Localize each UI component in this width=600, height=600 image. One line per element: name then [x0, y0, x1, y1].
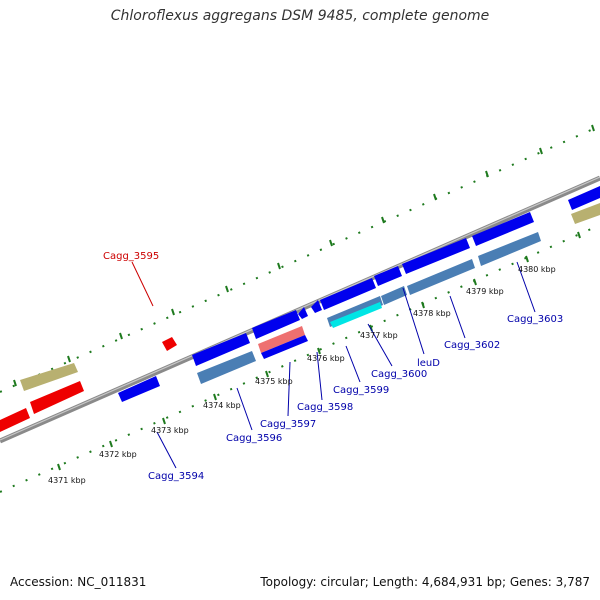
label-cagg-3595[interactable]: Cagg_3595	[103, 251, 159, 262]
kbp-labels: 4371 kbp 4372 kbp 4373 kbp 4374 kbp 4375…	[48, 265, 556, 485]
gene-cagg-3603-top[interactable]	[568, 186, 600, 210]
label-cagg-3594[interactable]: Cagg_3594	[148, 471, 204, 482]
label-cagg-3603[interactable]: Cagg_3603	[507, 314, 563, 325]
genome-summary-text: Topology: circular; Length: 4,684,931 bp…	[260, 575, 590, 589]
label-cagg-3598[interactable]: Cagg_3598	[297, 402, 353, 413]
gene-leud-top[interactable]	[402, 238, 470, 274]
cds-cagg-3602[interactable]	[407, 259, 475, 295]
gene-small-b[interactable]	[311, 300, 322, 313]
kbp-label: 4373 kbp	[151, 426, 189, 435]
kbp-label: 4371 kbp	[48, 476, 86, 485]
major-ticks-upper	[13, 124, 595, 387]
cds-cagg-3597-pink[interactable]	[258, 326, 305, 353]
major-ticks	[57, 231, 581, 471]
cds-leud[interactable]	[381, 286, 407, 305]
kbp-label: 4375 kbp	[255, 377, 293, 386]
accession-text: Accession: NC_011831	[10, 575, 147, 589]
cds-cagg-3600-cyan[interactable]	[330, 302, 382, 328]
genome-backbone	[0, 175, 600, 444]
tick-track-upper	[0, 125, 600, 393]
gene-khaki-left[interactable]	[20, 363, 78, 391]
genome-title: Chloroflexus aggregans DSM 9485, complet…	[110, 8, 490, 24]
gene-cagg-3600-top[interactable]	[374, 266, 402, 286]
label-cagg-3596[interactable]: Cagg_3596	[226, 433, 282, 444]
kbp-label: 4378 kbp	[413, 309, 451, 318]
label-cagg-3599[interactable]: Cagg_3599	[333, 385, 389, 396]
tick-track-lower	[0, 224, 600, 493]
gene-cagg-3597-top[interactable]	[252, 310, 300, 339]
gene-cagg-3594[interactable]	[118, 376, 160, 402]
gene-cagg-3595[interactable]	[162, 337, 177, 351]
gene-cagg-3602-top[interactable]	[472, 212, 534, 246]
kbp-label: 4377 kbp	[360, 331, 398, 340]
cds-features	[197, 232, 541, 384]
kbp-label: 4380 kbp	[518, 265, 556, 274]
label-cagg-3600[interactable]: Cagg_3600	[371, 369, 427, 380]
label-cagg-3602[interactable]: Cagg_3602	[444, 340, 500, 351]
cds-cagg-3603[interactable]	[478, 232, 541, 266]
gene-red-left-b[interactable]	[30, 381, 84, 414]
gene-red-left-a[interactable]	[0, 408, 30, 432]
cds-cagg-3596[interactable]	[197, 351, 256, 384]
gene-khaki-right[interactable]	[571, 203, 600, 224]
genes-forward	[20, 186, 600, 391]
gene-small-a[interactable]	[298, 307, 308, 319]
label-cagg-3597[interactable]: Cagg_3597	[260, 419, 316, 430]
gene-cagg-3596-top[interactable]	[192, 333, 250, 366]
leader-lines	[131, 261, 536, 469]
genes-reverse	[0, 376, 160, 432]
kbp-label: 4376 kbp	[307, 354, 345, 363]
cds-cagg-3597-blue[interactable]	[261, 335, 308, 359]
label-leud[interactable]: leuD	[417, 358, 440, 369]
kbp-label: 4379 kbp	[466, 287, 504, 296]
kbp-label: 4374 kbp	[203, 401, 241, 410]
gene-labels: Cagg_3595 Cagg_3594 Cagg_3596 Cagg_3597 …	[103, 251, 563, 482]
gene-cagg-3599-top[interactable]	[320, 278, 376, 310]
kbp-label: 4372 kbp	[99, 450, 137, 459]
